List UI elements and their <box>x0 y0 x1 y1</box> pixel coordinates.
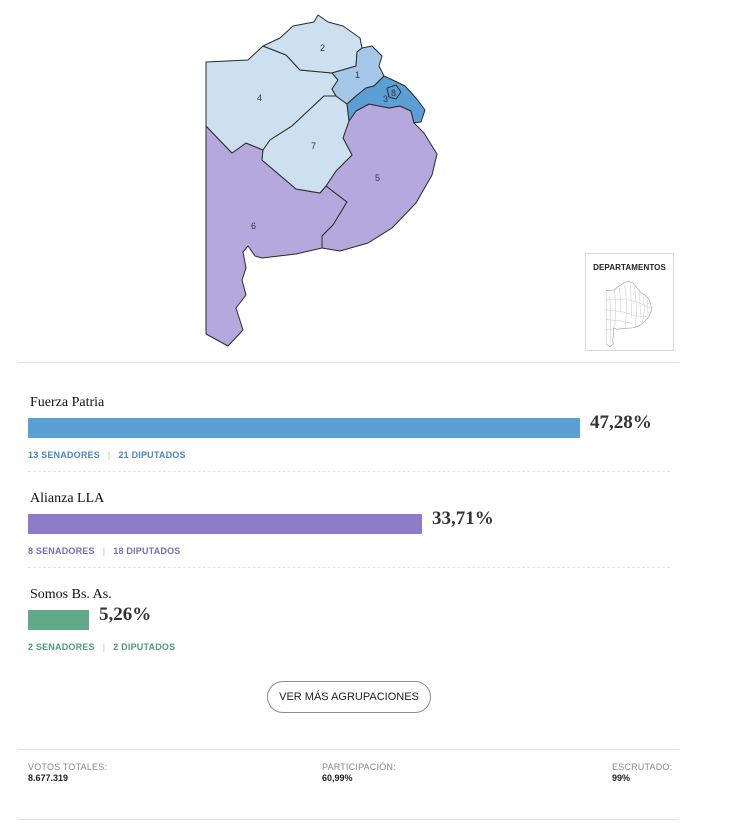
total-votes-label: VOTOS TOTALES: <box>28 762 108 772</box>
departments-label: DEPARTAMENTOS <box>593 263 666 272</box>
party-name: Somos Bs. As. <box>30 587 112 602</box>
participation-value: 60,99% <box>322 773 353 783</box>
party-name: Fuerza Patria <box>30 395 105 410</box>
party-name: Alianza LLA <box>30 491 105 506</box>
party-seats: 8 SENADORES | 18 DIPUTADOS <box>28 546 181 556</box>
district-3[interactable] <box>346 75 426 124</box>
deputies-count: 21 DIPUTADOS <box>118 450 186 460</box>
participation-stat: PARTICIPACIÓN: 60,99% <box>322 762 396 783</box>
counted-label: ESCRUTADO: <box>612 762 673 772</box>
senators-count: 13 SENADORES <box>28 450 100 460</box>
senators-count: 2 SENADORES <box>28 642 95 652</box>
departments-toggle-button[interactable]: DEPARTAMENTOS <box>585 253 674 351</box>
party-seats: 13 SENADORES | 21 DIPUTADOS <box>28 450 186 460</box>
seat-separator: | <box>107 450 111 460</box>
district-label-4: 4 <box>257 93 262 103</box>
total-votes-stat: VOTOS TOTALES: 8.677.319 <box>28 762 107 783</box>
district-label-3: 3 <box>383 94 388 104</box>
party-seats: 2 SENADORES | 2 DIPUTADOS <box>28 642 175 652</box>
party-result: Somos Bs. As. 5,26% 2 SENADORES | 2 DIPUTADO… <box>28 587 670 667</box>
party-divider <box>28 567 670 568</box>
district-label-2: 2 <box>320 43 325 53</box>
deputies-count: 18 DIPUTADOS <box>113 546 181 556</box>
counted-stat: ESCRUTADO: 99% <box>612 762 672 783</box>
district-map: 2 1 8 3 4 7 5 6 DEPARTAMENTOS <box>0 0 732 362</box>
party-vote-bar <box>28 610 89 630</box>
see-more-parties-button[interactable]: VER MÁS AGRUPACIONES <box>267 681 431 713</box>
party-percentage: 5,26% <box>99 604 152 625</box>
seat-separator: | <box>102 642 106 652</box>
district-label-8: 8 <box>391 88 396 98</box>
district-label-1: 1 <box>355 70 360 80</box>
party-vote-bar <box>28 418 580 438</box>
province-map: 2 1 8 3 4 7 5 6 <box>205 14 438 347</box>
stats-bottom-divider <box>18 819 679 820</box>
total-votes-value: 8.677.319 <box>28 773 69 783</box>
deputies-count: 2 DIPUTADOS <box>113 642 176 652</box>
district-label-6: 6 <box>251 221 256 231</box>
district-8[interactable] <box>386 84 402 100</box>
party-vote-bar <box>28 514 422 534</box>
party-divider <box>28 471 670 472</box>
departments-map-thumbnail-icon <box>606 280 652 348</box>
party-result: Fuerza Patria 47,28% 13 SENADORES | 21 DIPUT… <box>28 395 670 475</box>
district-2[interactable] <box>262 14 363 74</box>
party-result: Alianza LLA 33,71% 8 SENADORES | 18 DIPUTADO… <box>28 491 670 571</box>
participation-label: PARTICIPACIÓN: <box>322 762 396 772</box>
district-label-5: 5 <box>375 173 380 183</box>
stats-top-divider <box>18 749 679 750</box>
counted-value: 99% <box>612 773 631 783</box>
party-percentage: 33,71% <box>432 508 494 529</box>
seat-separator: | <box>102 546 106 556</box>
senators-count: 8 SENADORES <box>28 546 95 556</box>
map-divider <box>18 362 679 363</box>
party-percentage: 47,28% <box>590 412 652 433</box>
district-label-7: 7 <box>311 141 316 151</box>
